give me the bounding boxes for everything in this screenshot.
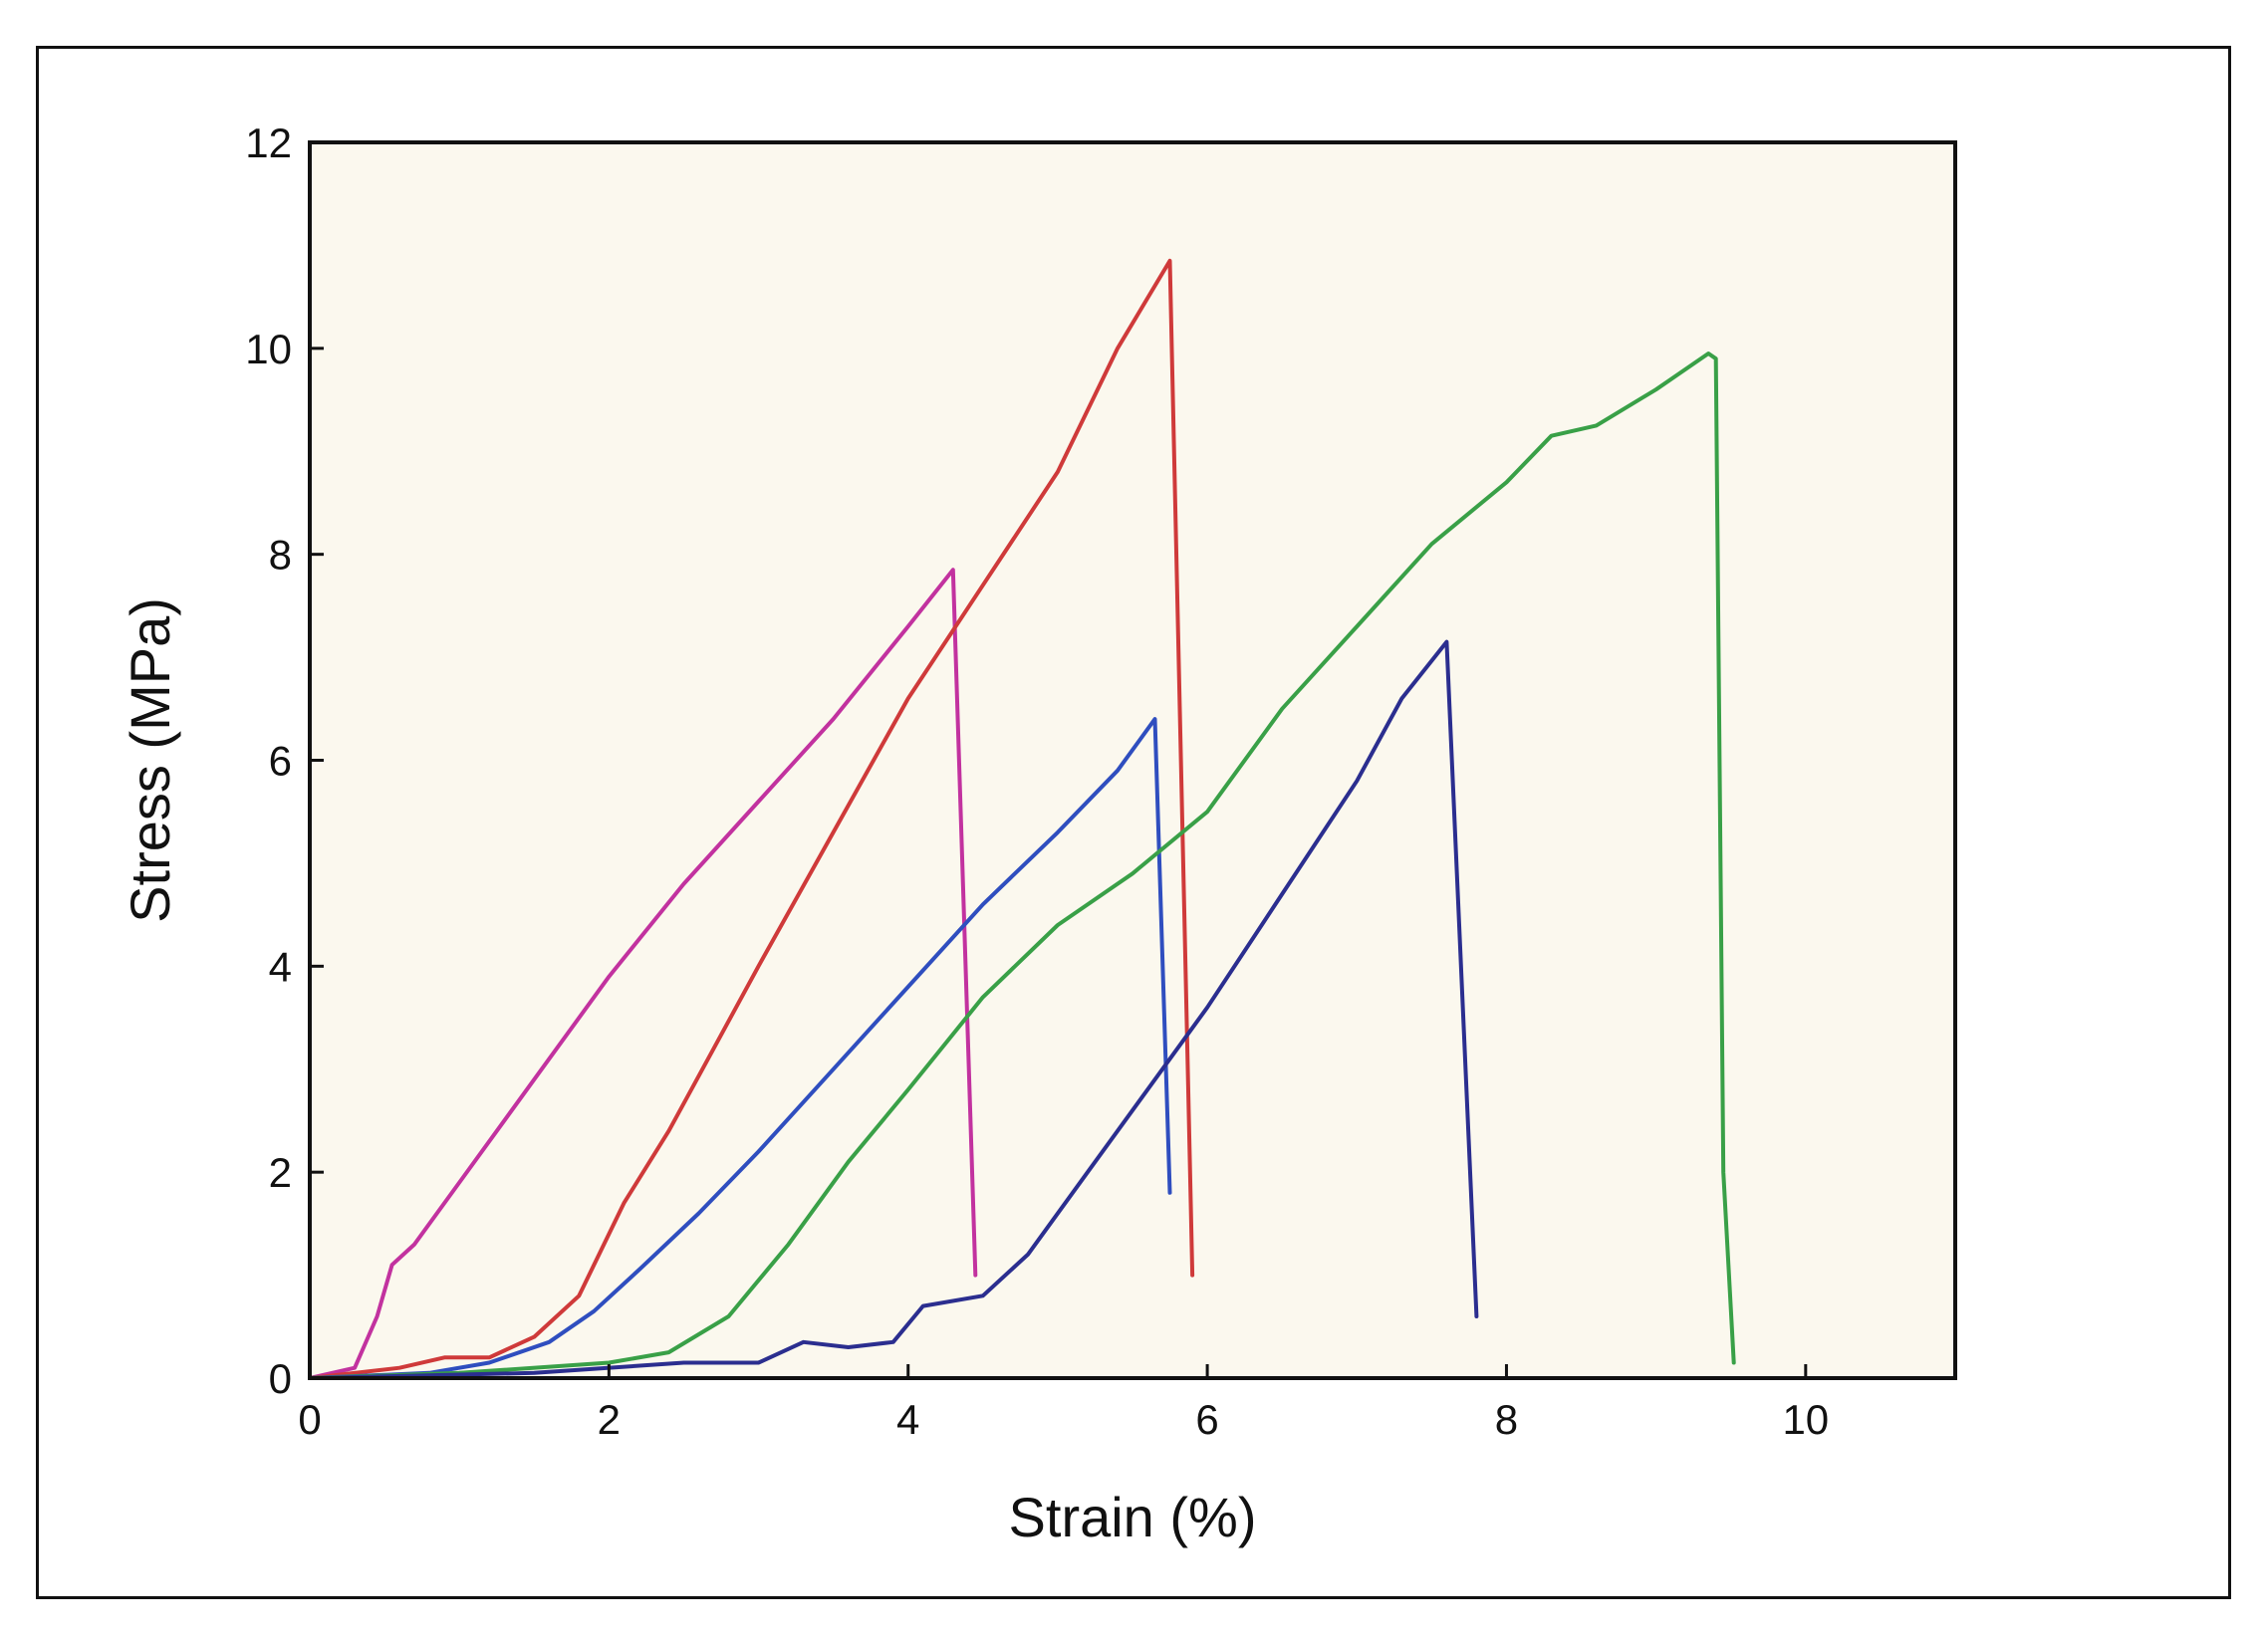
series-line-1 — [308, 568, 978, 1380]
series-line-5 — [308, 639, 1479, 1380]
x-tick-label: 10 — [1782, 1396, 1829, 1443]
plot-background — [310, 142, 1955, 1378]
y-axis: 0 2 4 6 8 10 12 — [245, 119, 324, 1402]
y-axis-title: Stress (MPa) — [119, 597, 181, 923]
series-line-4 — [308, 352, 1736, 1380]
y-tick-label: 0 — [269, 1355, 292, 1402]
x-axis: 0 2 4 6 8 10 — [298, 1364, 1829, 1443]
series-line-3 — [308, 717, 1172, 1380]
y-tick-label: 12 — [245, 119, 292, 166]
series-layer — [308, 258, 1736, 1380]
y-tick-label: 8 — [269, 532, 292, 579]
x-tick-label: 2 — [598, 1396, 621, 1443]
y-tick-label: 6 — [269, 738, 292, 785]
x-tick-label: 0 — [298, 1396, 321, 1443]
y-tick-label: 10 — [245, 326, 292, 372]
x-tick-label: 8 — [1495, 1396, 1518, 1443]
x-axis-title: Strain (%) — [1009, 1486, 1257, 1548]
y-tick-label: 2 — [269, 1149, 292, 1196]
series-line-2 — [308, 258, 1195, 1380]
x-tick-label: 4 — [896, 1396, 919, 1443]
x-tick-label: 6 — [1195, 1396, 1218, 1443]
y-tick-label: 4 — [269, 943, 292, 990]
